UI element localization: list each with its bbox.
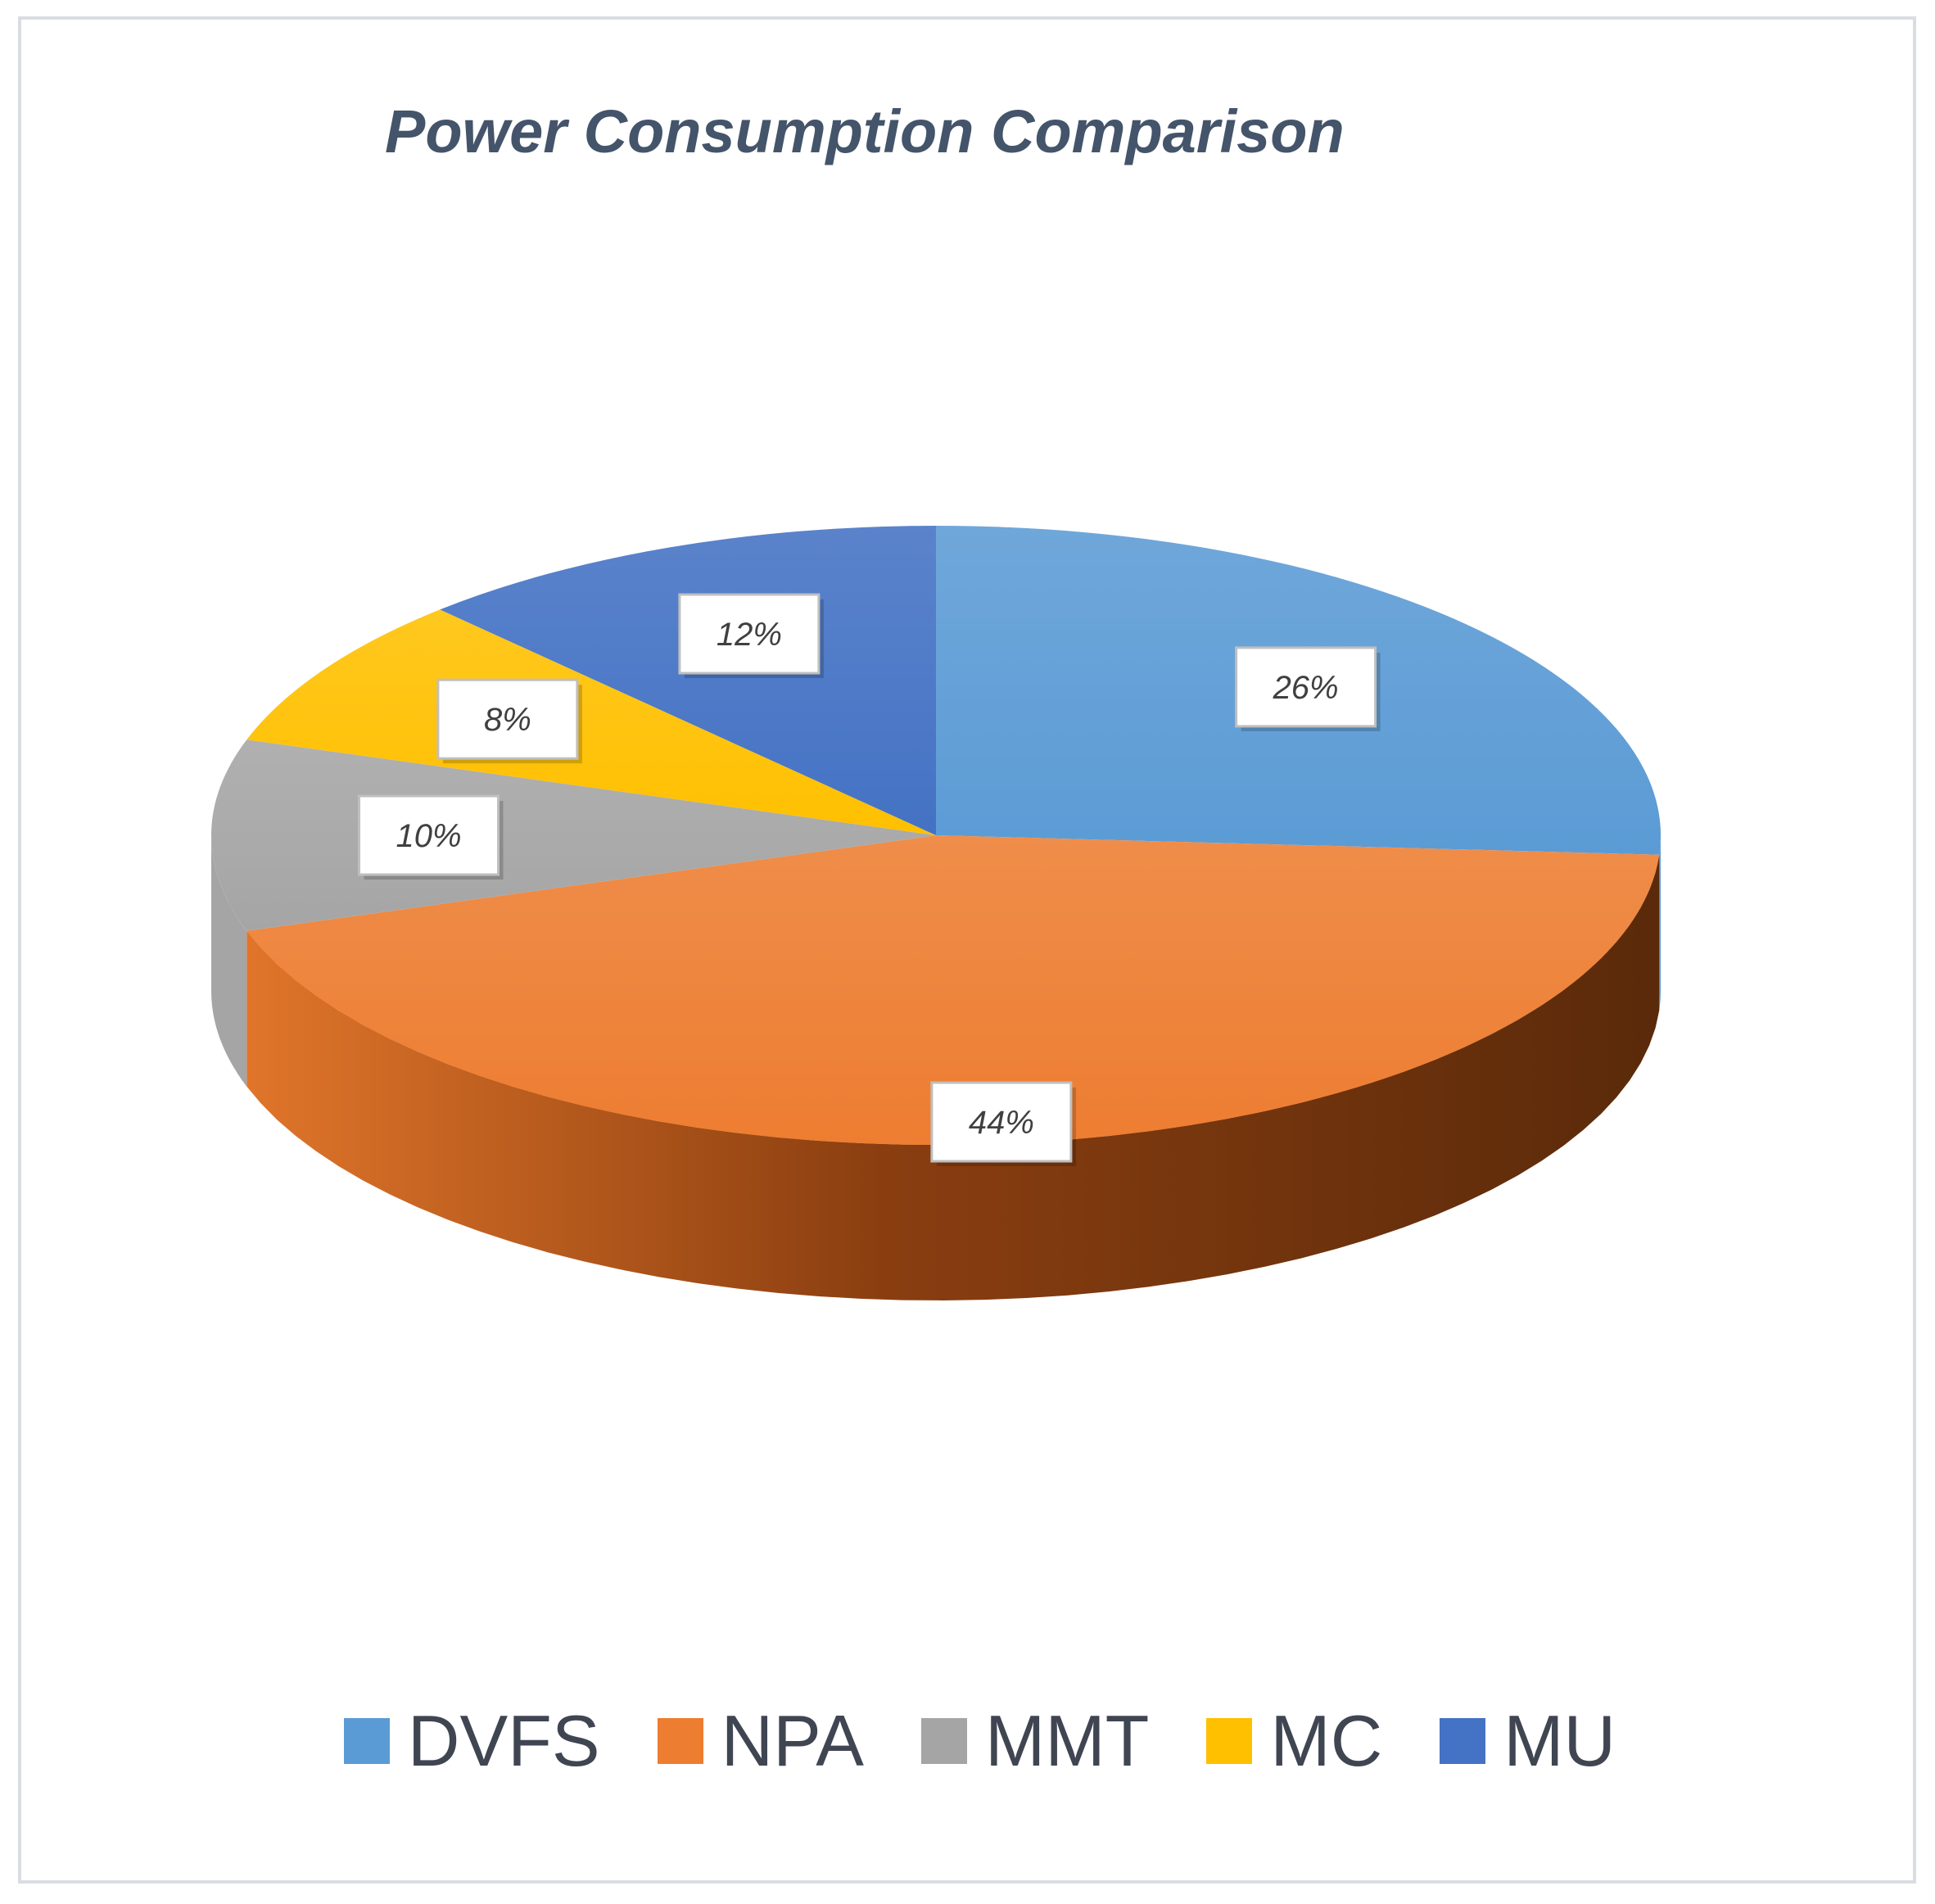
data-label-text: 44% (969, 1105, 1034, 1141)
pie-side-mmt (211, 835, 247, 1087)
data-label-box (436, 678, 579, 760)
legend-label: MC (1270, 1700, 1383, 1781)
legend-item-mmt[interactable]: MMT (921, 1705, 1149, 1777)
data-label-mmt: 10% (358, 794, 504, 880)
legend: DVFS NPA MMT MC MU (0, 1705, 1935, 1777)
data-label-text: 12% (717, 617, 782, 653)
data-label-text: 10% (396, 818, 461, 854)
data-label-text: 26% (1273, 670, 1339, 706)
pie-side-dvfs (1659, 835, 1661, 1011)
legend-item-dvfs[interactable]: DVFS (343, 1700, 600, 1781)
legend-label: MU (1503, 1700, 1616, 1781)
data-label-npa: 44% (930, 1081, 1076, 1166)
pie-slice-mmt[interactable] (210, 739, 936, 931)
data-label-box (1235, 646, 1377, 728)
data-label-box (678, 593, 821, 675)
legend-swatch (1206, 1718, 1253, 1764)
pie-side-npa (246, 854, 1660, 1300)
pie-slice-npa[interactable] (246, 835, 1660, 1146)
pie-label-layer: 26% 44% 10% 8% 12% (358, 593, 1381, 1166)
legend-item-npa[interactable]: NPA (657, 1700, 865, 1781)
chart-title: Power Consumption Comparison (385, 97, 1345, 165)
legend-swatch (921, 1718, 968, 1764)
pie-side-layer (211, 835, 1661, 1300)
legend-swatch (1440, 1718, 1486, 1764)
data-label-text: 8% (484, 702, 531, 738)
data-label-mc: 8% (436, 678, 582, 764)
data-label-dvfs: 26% (1235, 646, 1381, 731)
data-label-box (930, 1081, 1073, 1163)
legend-swatch (343, 1718, 390, 1764)
legend-item-mc[interactable]: MC (1206, 1705, 1382, 1777)
pie-slice-mc[interactable] (246, 609, 936, 835)
data-label-mu: 12% (678, 593, 824, 678)
legend-swatch (657, 1718, 703, 1764)
legend-item-mu[interactable]: MU (1440, 1705, 1616, 1777)
legend-label: DVFS (407, 1700, 600, 1781)
legend-label: NPA (721, 1700, 865, 1781)
data-label-box (358, 794, 500, 876)
legend-label: MMT (985, 1700, 1150, 1781)
